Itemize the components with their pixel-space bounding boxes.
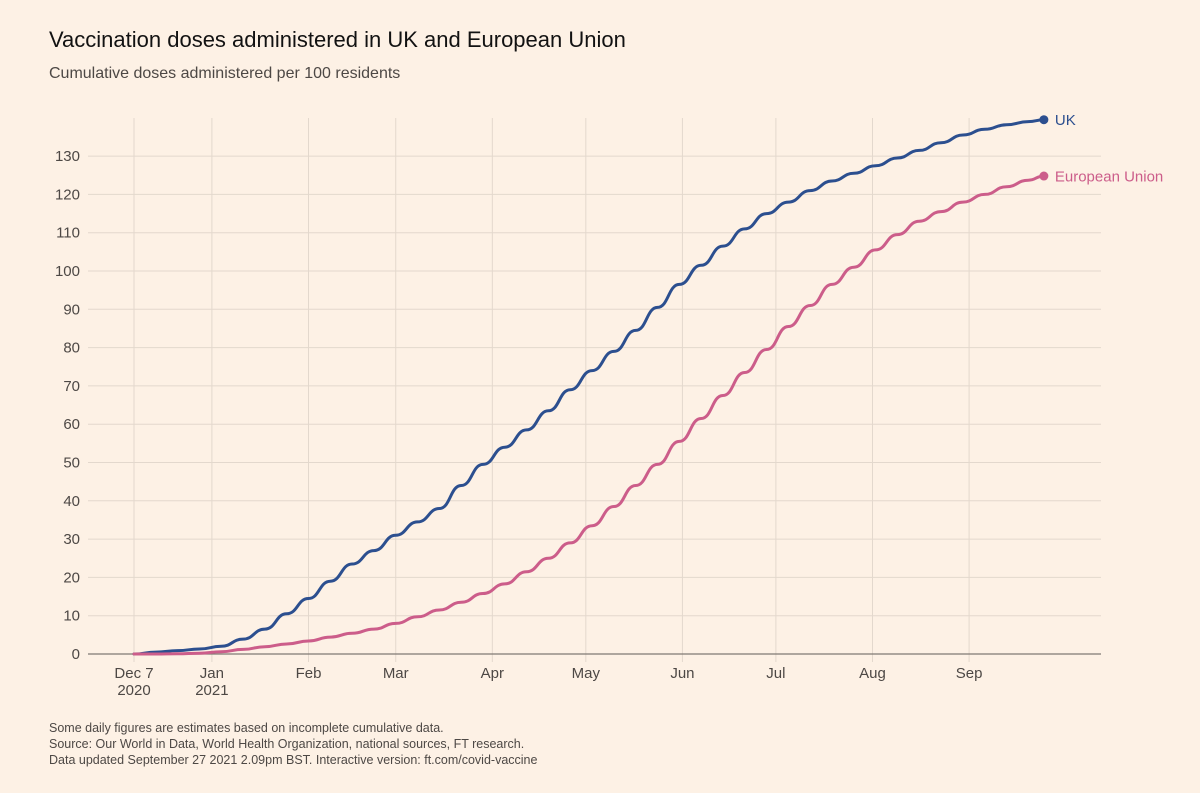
- y-tick-label: 30: [63, 531, 80, 548]
- horizontal-gridlines: [88, 155, 1101, 617]
- x-tick-label: Feb: [296, 665, 322, 682]
- y-tick-label: 120: [55, 186, 80, 203]
- y-tick-label: 90: [63, 301, 80, 318]
- y-tick-label: 100: [55, 263, 80, 280]
- chart-subtitle: Cumulative doses administered per 100 re…: [49, 65, 400, 82]
- footnotes: Some daily figures are estimates based o…: [49, 721, 538, 767]
- y-tick-label: 0: [72, 646, 80, 663]
- y-tick-label: 80: [63, 340, 80, 357]
- series-label-uk: UK: [1055, 112, 1076, 129]
- series-label-european-union: European Union: [1055, 169, 1163, 186]
- x-tick-label: Jul: [766, 665, 785, 682]
- x-tick-sublabel: 2020: [117, 682, 150, 699]
- x-tick-sublabel: 2021: [195, 682, 228, 699]
- x-tick-label: Apr: [481, 665, 504, 682]
- x-tick-label: Jan: [200, 665, 224, 682]
- series-line-european-union: [132, 174, 1046, 656]
- series-end-point-european-union: [1039, 171, 1049, 181]
- x-tick-label: Jun: [670, 665, 694, 682]
- x-tick-label: Mar: [383, 665, 409, 682]
- y-axis-ticks: 0 10 20 30 40 50 60 70 80 90 100 110 120 130: [55, 148, 80, 663]
- y-tick-label: 50: [63, 455, 80, 472]
- x-tick-label: Sep: [956, 665, 983, 682]
- x-tick-label: Dec 7: [114, 665, 153, 682]
- footnote-updated: Data updated September 27 2021 2.09pm BS…: [49, 753, 538, 767]
- y-tick-label: 20: [63, 569, 80, 586]
- series-lines: UK European Union: [132, 112, 1163, 656]
- x-tick-label: Aug: [859, 665, 886, 682]
- y-tick-label: 70: [63, 378, 80, 395]
- x-tick-label: May: [572, 665, 601, 682]
- series-end-point-uk: [1039, 115, 1049, 125]
- series-line-uk: [132, 118, 1046, 656]
- y-tick-label: 110: [56, 225, 80, 242]
- vertical-gridlines: [133, 118, 970, 662]
- footnote-source: Source: Our World in Data, World Health …: [49, 737, 524, 751]
- footnote-estimates: Some daily figures are estimates based o…: [49, 721, 444, 735]
- y-tick-label: 40: [63, 493, 80, 510]
- y-tick-label: 60: [63, 416, 80, 433]
- chart-title: Vaccination doses administered in UK and…: [49, 27, 626, 52]
- y-tick-label: 10: [63, 608, 80, 625]
- y-tick-label: 130: [55, 148, 80, 165]
